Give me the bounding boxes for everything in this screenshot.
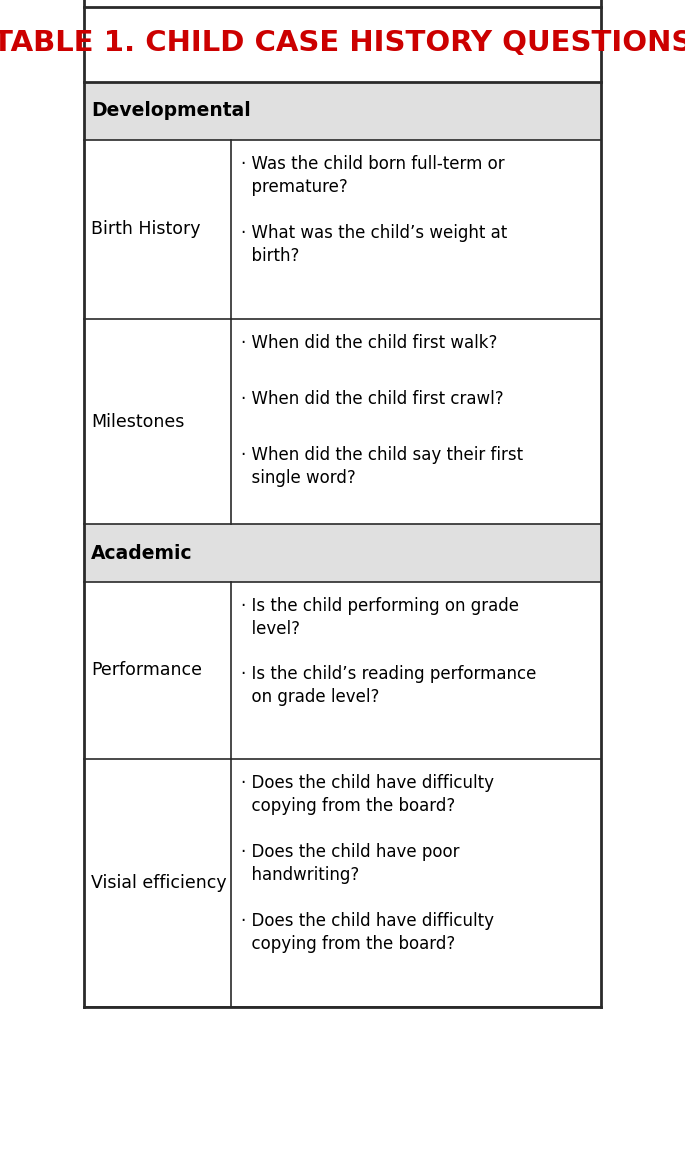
Text: Academic: Academic [91,544,192,562]
Text: Birth History: Birth History [91,221,201,238]
Text: · When did the child first crawl?: · When did the child first crawl? [240,389,503,408]
Bar [84,759,601,1007]
Text: Performance: Performance [91,662,202,679]
Bar [84,140,601,319]
Text: · When did the child say their first
  single word?: · When did the child say their first sin… [240,446,523,486]
Text: Milestones: Milestones [91,412,184,431]
Text: · Does the child have poor
  handwriting?: · Does the child have poor handwriting? [240,843,459,884]
Bar [84,82,601,140]
Text: Developmental: Developmental [91,102,251,120]
Bar [84,582,601,759]
Text: · Is the child performing on grade
  level?: · Is the child performing on grade level… [240,597,519,638]
Bar [84,524,601,582]
Text: · Does the child have difficulty
  copying from the board?: · Does the child have difficulty copying… [240,912,494,953]
Text: · Was the child born full-term or
  premature?: · Was the child born full-term or premat… [240,155,504,195]
Text: TABLE 1. CHILD CASE HISTORY QUESTIONS: TABLE 1. CHILD CASE HISTORY QUESTIONS [0,29,685,58]
Text: · What was the child’s weight at
  birth?: · What was the child’s weight at birth? [240,224,507,264]
Bar [84,319,601,524]
Bar [84,0,601,87]
Text: · Does the child have difficulty
  copying from the board?: · Does the child have difficulty copying… [240,774,494,814]
Text: · When did the child first walk?: · When did the child first walk? [240,334,497,352]
Text: · Is the child’s reading performance
  on grade level?: · Is the child’s reading performance on … [240,665,536,707]
Text: Visial efficiency: Visial efficiency [91,874,227,892]
